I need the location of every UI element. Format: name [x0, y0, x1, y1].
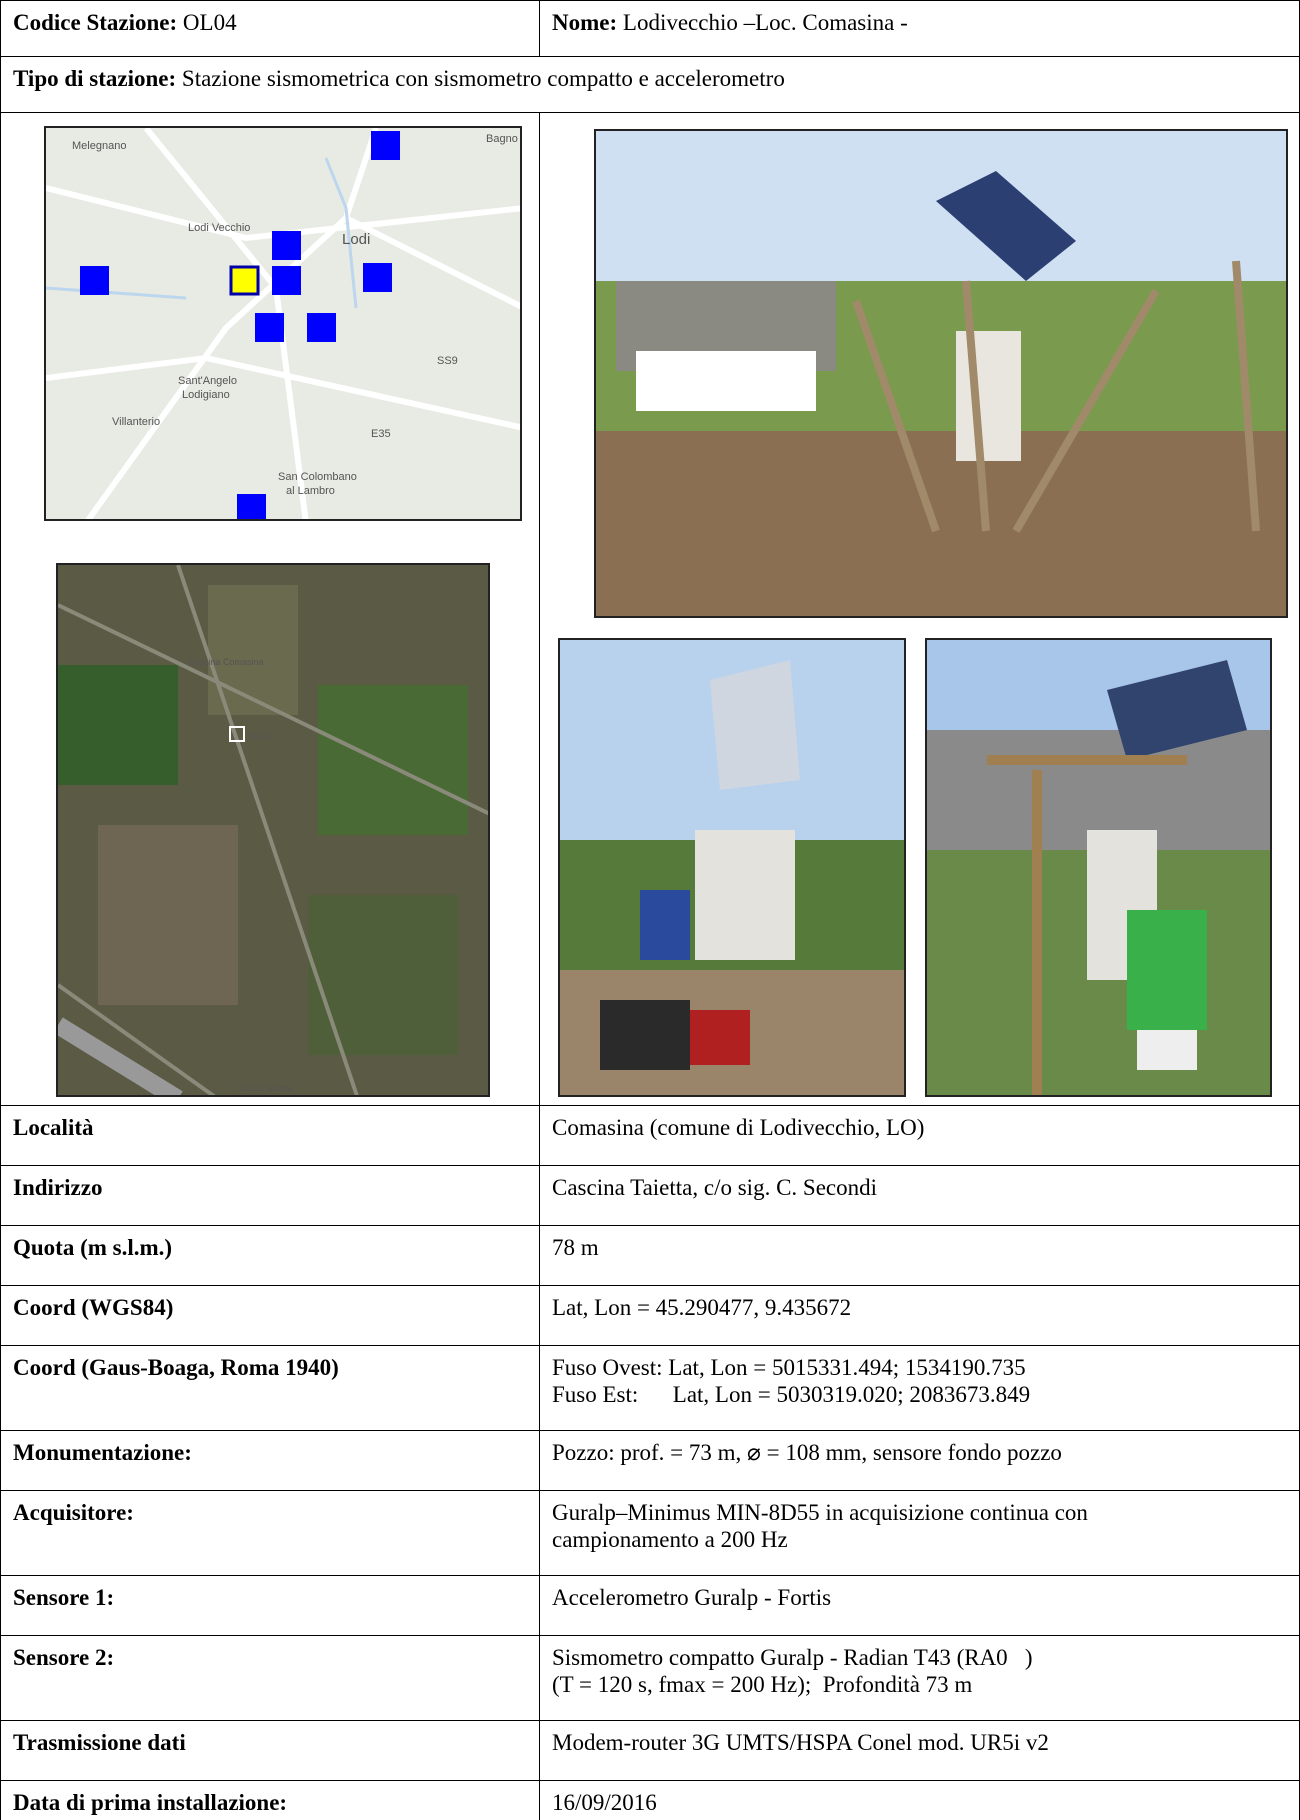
row-label-cell: Coord (Gaus-Boaga, Roma 1940): [0, 1345, 541, 1432]
map-label: Sant'Angelo: [178, 375, 237, 387]
row-value-cell: Accelerometro Guralp - Fortis: [539, 1575, 1300, 1637]
row-label-cell: Monumentazione:: [0, 1430, 541, 1492]
row-label: Sensore 1:: [13, 1585, 115, 1610]
type-label: Tipo di stazione:: [13, 66, 177, 91]
aerial-label: OL04: [250, 731, 272, 741]
row-value-cell: 78 m: [539, 1225, 1300, 1287]
row-value: Accelerometro Guralp - Fortis: [552, 1585, 832, 1610]
row-value: 16/09/2016: [552, 1790, 657, 1815]
map-label: Villanterio: [112, 416, 160, 428]
row-label: Monumentazione:: [13, 1440, 192, 1465]
aerial-label: Cascina Comasina: [188, 657, 264, 667]
row-label-cell: Sensore 1:: [0, 1575, 541, 1637]
code: OL04: [182, 10, 237, 35]
map-label: Lodi Vecchio: [188, 222, 250, 234]
row-value: Pozzo: prof. = 73 m, ⌀ = 108 mm, sensore…: [552, 1440, 1062, 1465]
row-value-cell: Guralp–Minimus MIN-8D55 in acquisizione …: [539, 1490, 1300, 1577]
row-value-cell: Lat, Lon = 45.290477, 9.435672: [539, 1285, 1300, 1347]
installation-photo-1: [558, 638, 906, 1097]
type: Stazione sismometrica con sismometro com…: [181, 66, 785, 91]
row-value-cell: Modem-router 3G UMTS/HSPA Conel mod. UR5…: [539, 1720, 1300, 1782]
row-value-cell: Pozzo: prof. = 73 m, ⌀ = 108 mm, sensore…: [539, 1430, 1300, 1492]
location-map: Melegnano Bagno Crema Lodi Vecchio Lodi …: [44, 126, 522, 521]
map-label: al Lambro: [286, 485, 335, 497]
code-cell: Codice Stazione: OL04: [0, 0, 541, 58]
code-label: Codice Stazione:: [13, 10, 178, 35]
row-label: Acquisitore:: [13, 1500, 134, 1525]
row-label: Sensore 2:: [13, 1645, 115, 1670]
row-value-cell: Sismometro compatto Guralp - Radian T43 …: [539, 1635, 1300, 1722]
map-label: Melegnano: [72, 140, 126, 152]
row-label: Trasmissione dati: [13, 1730, 186, 1755]
row-label-cell: Sensore 2:: [0, 1635, 541, 1722]
row-label: Quota (m s.l.m.): [13, 1235, 173, 1260]
row-value-cell: Cascina Taietta, c/o sig. C. Secondi: [539, 1165, 1300, 1227]
row-label-cell: Indirizzo: [0, 1165, 541, 1227]
row-label-cell: Quota (m s.l.m.): [0, 1225, 541, 1287]
name: Lodivecchio –Loc. Comasina -: [622, 10, 908, 35]
row-label-cell: Coord (WGS84): [0, 1285, 541, 1347]
row-value: Modem-router 3G UMTS/HSPA Conel mod. UR5…: [552, 1730, 1049, 1755]
map-label: Lodi: [342, 231, 370, 248]
installation-photo-2: [925, 638, 1272, 1097]
row-value: Sismometro compatto Guralp - Radian T43 …: [552, 1645, 1033, 1670]
map-label: E35: [371, 428, 391, 440]
map-label: SS9: [437, 355, 458, 367]
name-cell: Nome: Lodivecchio –Loc. Comasina -: [539, 0, 1300, 58]
row-value: Fuso Ovest: Lat, Lon = 5015331.494; 1534…: [552, 1355, 1026, 1380]
row-value-cell: 16/09/2016: [539, 1780, 1300, 1820]
row-label: Data di prima installazione:: [13, 1790, 288, 1815]
row-value: Comasina (comune di Lodivecchio, LO): [552, 1115, 925, 1140]
map-label: San Colombano: [278, 471, 357, 483]
row-label: Coord (Gaus-Boaga, Roma 1940): [13, 1355, 339, 1380]
row-label-cell: Località: [0, 1105, 541, 1167]
row-value-cell: Comasina (comune di Lodivecchio, LO): [539, 1105, 1300, 1167]
row-label: Località: [13, 1115, 94, 1140]
row-value: (T = 120 s, fmax = 200 Hz); Profondità 7…: [552, 1672, 973, 1697]
row-label-cell: Acquisitore:: [0, 1490, 541, 1577]
row-value: 78 m: [552, 1235, 599, 1260]
row-value: Lat, Lon = 45.290477, 9.435672: [552, 1295, 852, 1320]
row-value: Cascina Taietta, c/o sig. C. Secondi: [552, 1175, 878, 1200]
name-label: Nome:: [552, 10, 618, 35]
row-label-cell: Trasmissione dati: [0, 1720, 541, 1782]
row-value: Guralp–Minimus MIN-8D55 in acquisizione …: [552, 1500, 1088, 1525]
row-value-cell: Fuso Ovest: Lat, Lon = 5015331.494; 1534…: [539, 1345, 1300, 1432]
map-label: Lodigiano: [182, 389, 230, 401]
row-value: campionamento a 200 Hz: [552, 1527, 788, 1552]
aerial-label: © 2016 Google: [238, 1084, 292, 1093]
row-label: Indirizzo: [13, 1175, 103, 1200]
aerial-photo: Cascina Comasina OL04 © 2016 Google: [56, 563, 490, 1097]
row-label: Coord (WGS84): [13, 1295, 174, 1320]
row-value: Fuso Est: Lat, Lon = 5030319.020; 208367…: [552, 1382, 1031, 1407]
map-label: Bagno Crema: [486, 133, 522, 145]
type-cell: Tipo di stazione: Stazione sismometrica …: [0, 56, 1300, 114]
row-label-cell: Data di prima installazione:: [0, 1780, 541, 1820]
station-photo: [594, 129, 1288, 618]
